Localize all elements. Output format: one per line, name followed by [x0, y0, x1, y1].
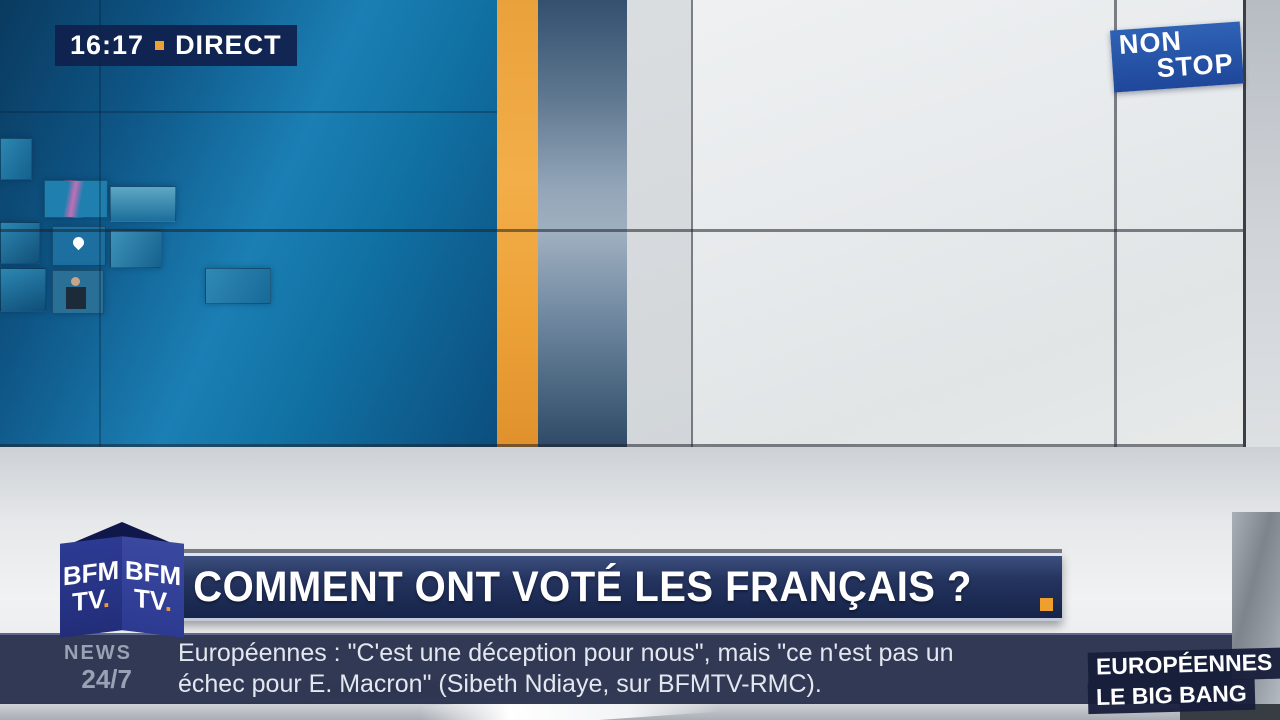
wall-thumbnail	[44, 180, 108, 218]
wall-thumbnail	[0, 268, 46, 312]
bfm-text: TV	[133, 582, 165, 617]
bfm-dot: .	[164, 586, 173, 618]
nonstop-logo: NON STOP	[1109, 21, 1245, 93]
news-ticker: NEWS 24/7 Européennes : "C'est une décep…	[0, 633, 1280, 704]
clock-time: 16:17	[70, 30, 145, 60]
wall-thumbnail	[0, 138, 32, 180]
video-wall	[0, 0, 497, 447]
map-pin-icon	[70, 234, 87, 251]
studio-column	[538, 0, 627, 447]
wall-thumbnail	[110, 230, 162, 268]
headline-text: COMMENT ONT VOTÉ LES FRANÇAIS ?	[193, 562, 972, 611]
person-silhouette	[71, 277, 80, 286]
bfm-cube-face: BFM TV.	[122, 536, 184, 638]
headline-banner: COMMENT ONT VOTÉ LES FRANÇAIS ?	[130, 553, 1062, 621]
nonstop-bottom: STOP	[1155, 48, 1235, 84]
screen-seam-horizontal	[0, 229, 1243, 232]
ticker-line: échec pour E. Macron" (Sibeth Ndiaye, su…	[178, 670, 822, 698]
wall-thumbnail-person	[52, 270, 104, 314]
wall-thumbnail-map-pin	[52, 226, 106, 266]
wall-thumbnail	[205, 268, 271, 304]
person-silhouette	[66, 287, 86, 309]
bfm-text: TV	[71, 583, 103, 618]
promo-title-line2: LE BIG BANG	[1087, 678, 1256, 715]
headline-accent-square	[1040, 598, 1053, 611]
orange-stripe	[497, 0, 538, 447]
news-label: NEWS	[64, 642, 132, 664]
screen-seam-vertical	[1114, 0, 1117, 447]
news-badge: NEWS 24/7	[64, 640, 132, 692]
wall-thumbnail	[110, 186, 176, 222]
ticker-text: Européennes : "C'est une déception pour …	[178, 638, 954, 700]
news-247-label: 24/7	[81, 664, 132, 694]
screen-seam-bottom	[0, 444, 1243, 447]
live-indicator-square	[155, 41, 165, 50]
bfm-dot: .	[102, 582, 111, 614]
ticker-line: Européennes : "C'est une déception pour …	[178, 639, 954, 667]
screen-seam-vertical	[691, 0, 693, 447]
live-label: DIRECT	[175, 30, 282, 60]
bfm-cube-face: BFM TV.	[60, 536, 122, 638]
live-bug: 16:17 DIRECT	[55, 25, 297, 66]
wall-seam	[99, 0, 101, 447]
right-wall-panel	[1243, 0, 1280, 447]
screen-shaded-column	[627, 0, 691, 447]
wall-seam	[0, 111, 497, 113]
